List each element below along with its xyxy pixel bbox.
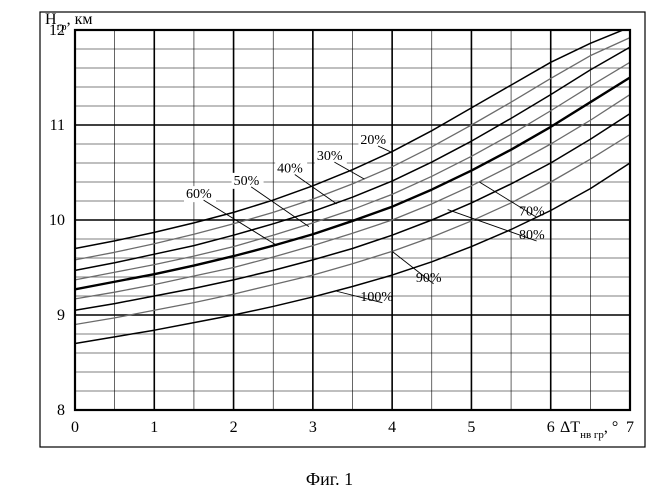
x-tick-label: 0 bbox=[71, 419, 79, 436]
curve-label: 50% bbox=[234, 174, 260, 189]
curve-label: 20% bbox=[360, 133, 386, 148]
curve-label: 100% bbox=[360, 290, 393, 305]
y-tick-label: 10 bbox=[49, 212, 65, 229]
x-tick-label: 2 bbox=[230, 419, 238, 436]
y-tick-label: 11 bbox=[50, 117, 65, 134]
x-tick-label: 6 bbox=[547, 419, 555, 436]
chart-svg: 20% 30% 40% 50% 60% 70% 80% 90% 100% 0 1 2 3 4 5 6 7 8 9 10… bbox=[0, 0, 659, 500]
y-tick-label: 8 bbox=[57, 402, 65, 419]
x-tick-label: 1 bbox=[150, 419, 158, 436]
figure-caption: Фиг. 1 bbox=[306, 469, 353, 489]
curve-label: 70% bbox=[519, 204, 545, 219]
curve-label: 30% bbox=[317, 149, 343, 164]
figure: 20% 30% 40% 50% 60% 70% 80% 90% 100% 0 1 2 3 4 5 6 7 8 9 10… bbox=[0, 0, 659, 500]
x-tick-label: 3 bbox=[309, 419, 317, 436]
curve-label: 80% bbox=[519, 228, 545, 243]
x-tick-label: 7 bbox=[626, 419, 634, 436]
curve-label: 60% bbox=[186, 187, 212, 202]
curve-label: 40% bbox=[277, 162, 303, 177]
y-tick-label: 9 bbox=[57, 307, 65, 324]
x-tick-label: 4 bbox=[388, 419, 396, 436]
curve-label: 90% bbox=[416, 271, 442, 286]
x-tick-label: 5 bbox=[467, 419, 475, 436]
